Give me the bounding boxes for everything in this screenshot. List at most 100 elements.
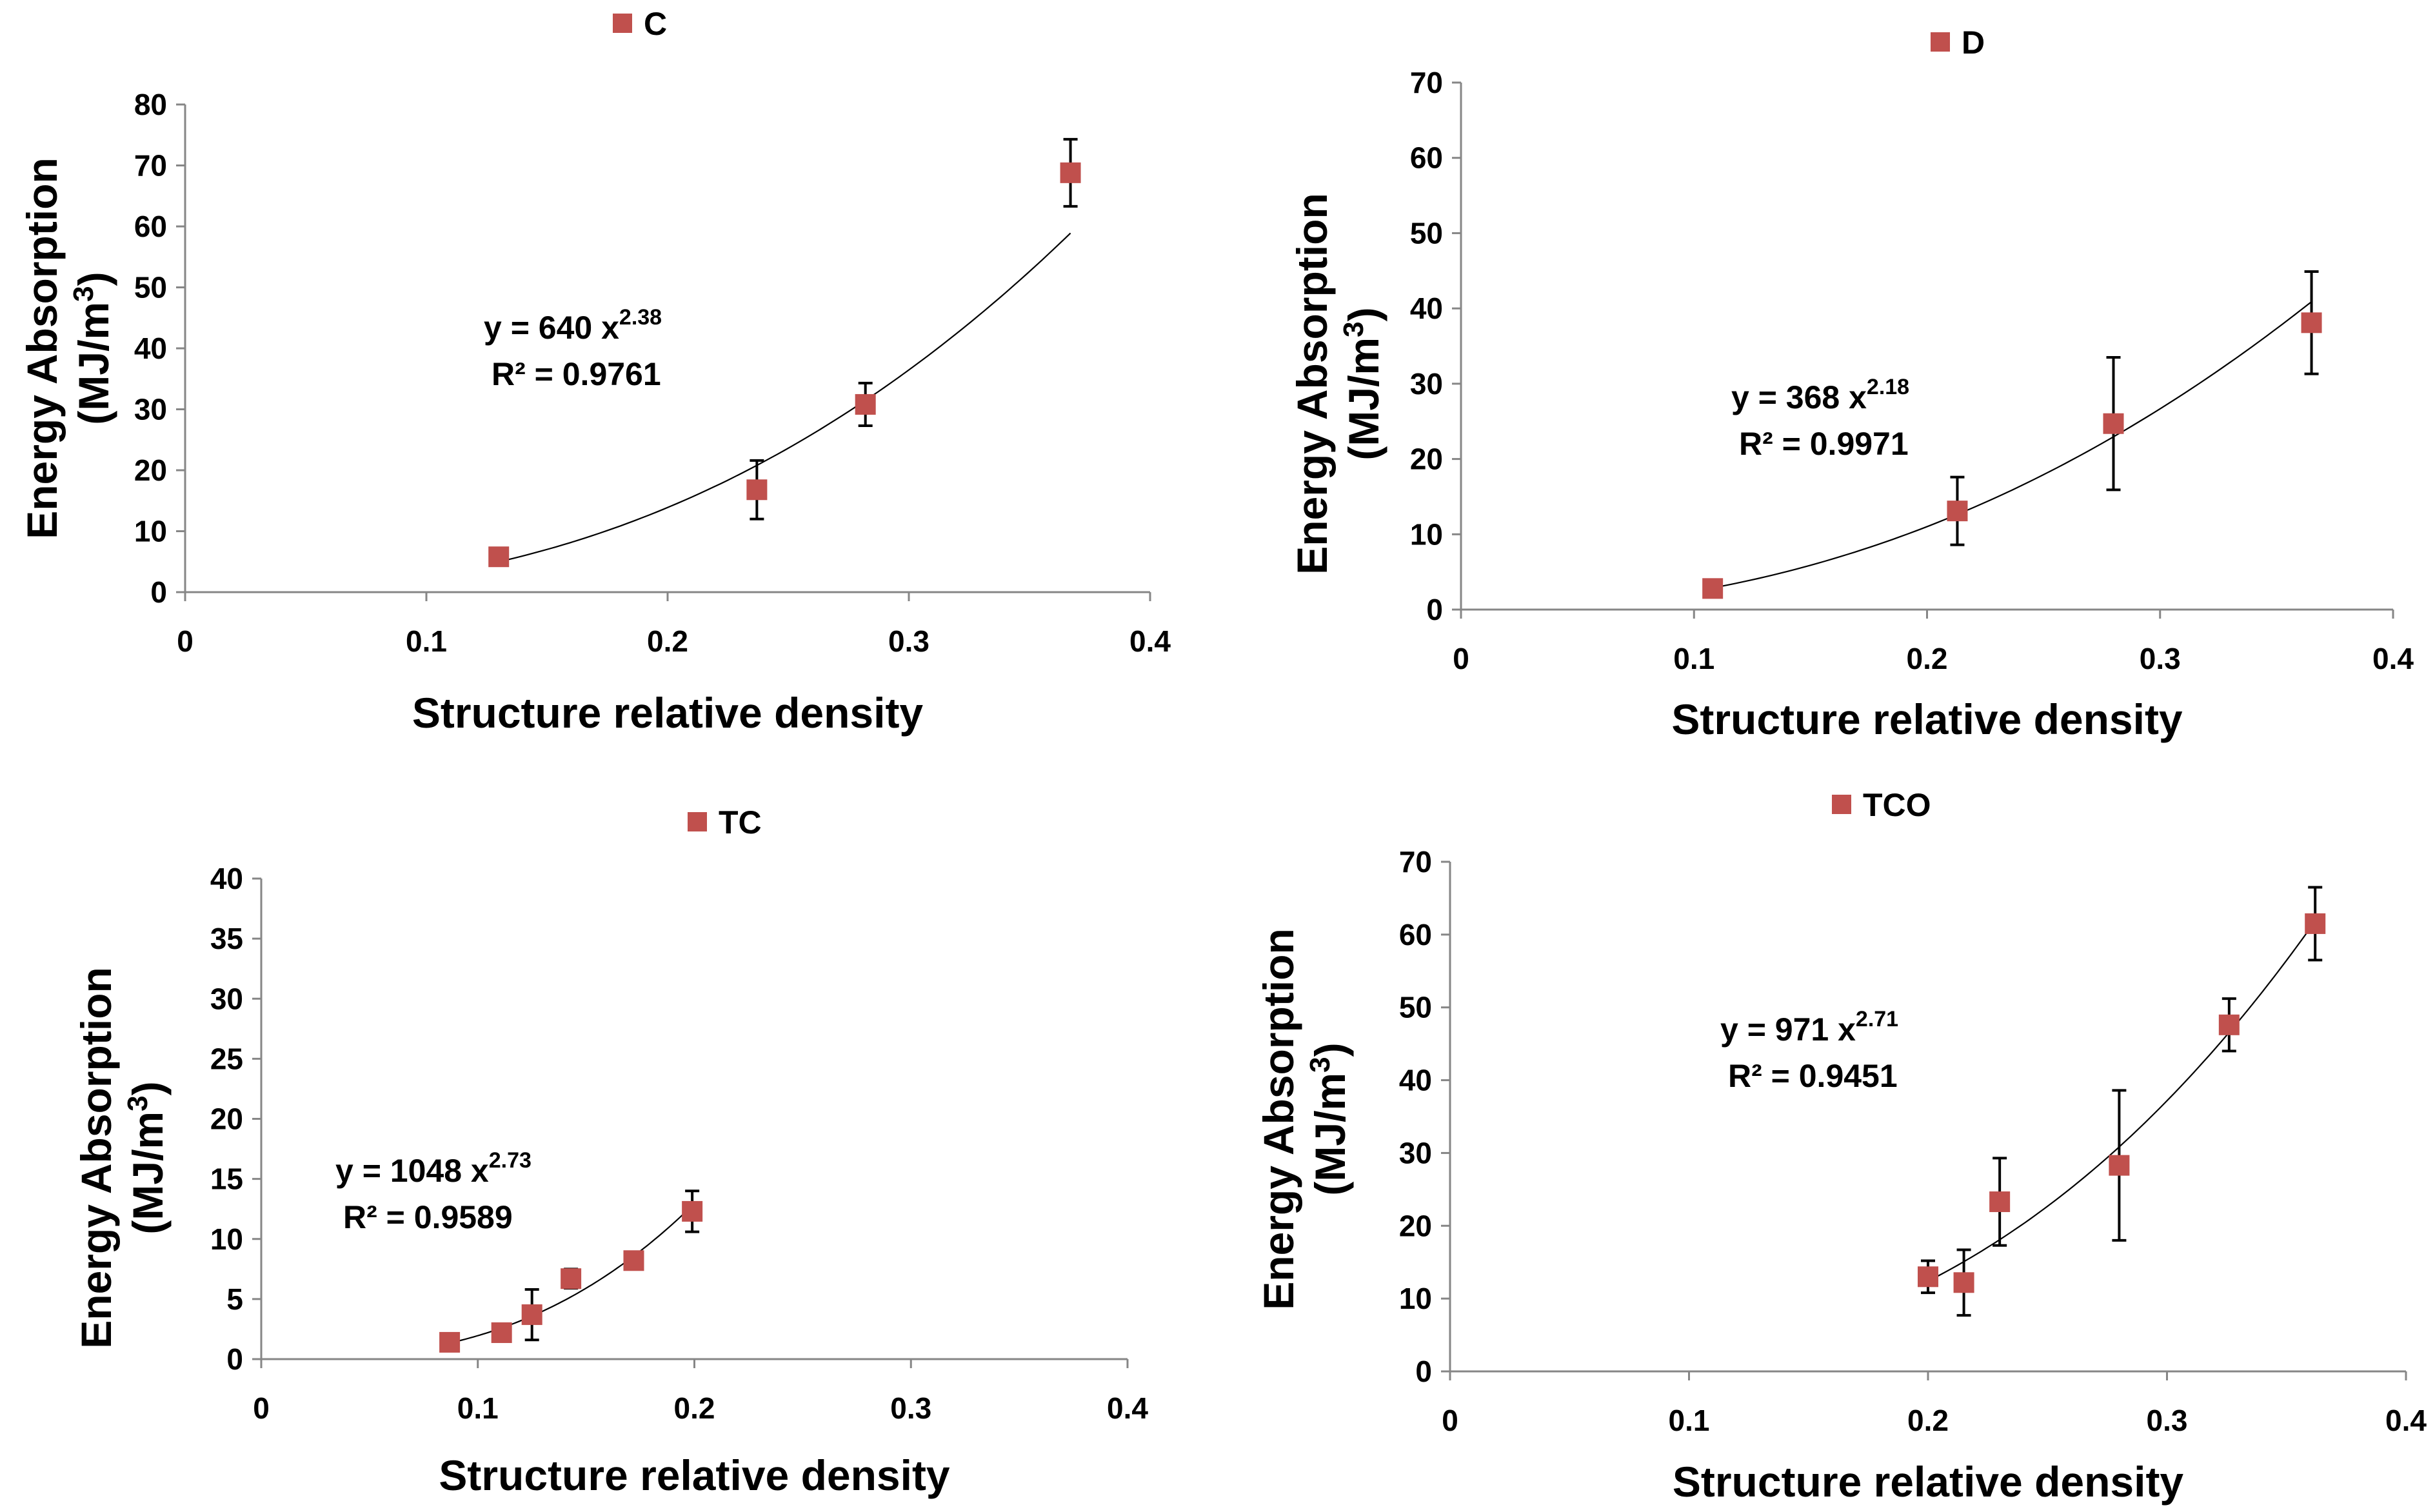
x-tick-label: 0.4 xyxy=(2372,642,2414,675)
x-tick-label: 0.3 xyxy=(2140,642,2181,675)
data-point xyxy=(2109,1155,2130,1176)
chart-panel-d: 0 10 20 30 40 50 60 70 0 0.1 0.2 0.3 0.4 Structure re… xyxy=(1288,25,2414,743)
y-tick-label: 30 xyxy=(1410,367,1443,401)
chart-panel-tc: 0 5 10 15 20 25 30 35 40 0 0.1 0.2 0.3 0.4 Structure r… xyxy=(72,804,1148,1499)
y-tick-label: 50 xyxy=(134,271,167,304)
x-tick-label: 0.2 xyxy=(674,1391,715,1425)
y-tick-label: 60 xyxy=(1399,918,1432,951)
legend-marker xyxy=(688,812,707,831)
x-tick-label: 0 xyxy=(253,1391,270,1425)
legend-label: TCO xyxy=(1863,787,1931,823)
data-point xyxy=(1918,1266,1938,1288)
y-tick-label: 70 xyxy=(1410,66,1443,99)
y-axis-unit: (MJ/m3) xyxy=(68,272,118,424)
x-tick-label: 0 xyxy=(1453,642,1469,675)
x-tick-label: 0.3 xyxy=(890,1391,931,1425)
y-tick-label: 60 xyxy=(1410,141,1443,175)
x-tick-label: 0.4 xyxy=(2385,1404,2427,1437)
x-tick-label: 0 xyxy=(1442,1404,1458,1437)
y-tick-label: 10 xyxy=(1399,1282,1432,1315)
data-point xyxy=(855,393,876,415)
data-point xyxy=(1702,578,1724,599)
x-axis-title: Structure relative density xyxy=(1671,695,2183,743)
data-point xyxy=(746,479,768,501)
y-tick-label: 20 xyxy=(1410,443,1443,476)
fit-equation: y = 368 x2.18 xyxy=(1731,375,1909,415)
data-point xyxy=(521,1304,542,1326)
y-tick-label: 40 xyxy=(1399,1064,1432,1097)
data-point xyxy=(1953,1272,1974,1293)
fit-equation: y = 1048 x2.73 xyxy=(335,1148,532,1189)
x-tick-label: 0.2 xyxy=(1907,1404,1949,1437)
legend-marker xyxy=(1832,795,1851,814)
y-axis-unit: (MJ/m3) xyxy=(1338,307,1388,460)
x-tick-label: 0.4 xyxy=(1129,624,1171,658)
y-tick-label: 5 xyxy=(226,1282,243,1316)
y-tick-label: 30 xyxy=(1399,1136,1432,1169)
y-tick-label: 20 xyxy=(134,453,167,487)
legend-label: D xyxy=(1962,25,1985,61)
data-point xyxy=(1947,501,1968,522)
y-tick-label: 40 xyxy=(1410,292,1443,325)
y-axis-title: Energy Absorption xyxy=(72,967,120,1349)
data-point xyxy=(682,1200,703,1222)
x-tick-label: 0.4 xyxy=(1107,1391,1148,1425)
data-point xyxy=(623,1250,644,1271)
data-point xyxy=(2103,413,2124,434)
x-tick-label: 0.1 xyxy=(406,624,447,658)
x-tick-label: 0.2 xyxy=(1907,642,1948,675)
power-fit-curve xyxy=(449,1205,693,1344)
data-point xyxy=(2305,913,2326,934)
y-tick-label: 50 xyxy=(1399,991,1432,1024)
y-tick-label: 0 xyxy=(1426,593,1443,626)
y-tick-label: 30 xyxy=(134,393,167,426)
y-axis-unit: (MJ/m3) xyxy=(1304,1042,1355,1195)
data-point xyxy=(439,1331,461,1353)
power-fit-curve xyxy=(1712,301,2312,589)
y-tick-label: 70 xyxy=(134,149,167,183)
x-tick-label: 0 xyxy=(177,624,194,658)
x-tick-label: 0.1 xyxy=(1669,1404,1710,1437)
fit-r-squared: R² = 0.9971 xyxy=(1739,426,1909,462)
y-tick-label: 40 xyxy=(134,332,167,365)
data-point xyxy=(491,1322,512,1344)
x-axis-title: Structure relative density xyxy=(1673,1458,2184,1506)
x-tick-label: 0.1 xyxy=(457,1391,499,1425)
fit-r-squared: R² = 0.9589 xyxy=(343,1199,513,1235)
legend-label: TC xyxy=(719,804,762,841)
fit-equation: y = 640 x2.38 xyxy=(484,305,662,346)
fit-r-squared: R² = 0.9451 xyxy=(1728,1058,1898,1094)
x-axis-title: Structure relative density xyxy=(439,1451,950,1499)
y-axis-title: Energy Absorption xyxy=(1288,193,1336,575)
power-fit-curve xyxy=(498,232,1071,562)
data-point xyxy=(488,546,510,568)
y-tick-label: 0 xyxy=(1415,1355,1432,1388)
y-tick-label: 50 xyxy=(1410,216,1443,250)
data-point xyxy=(2301,312,2322,333)
y-tick-label: 40 xyxy=(210,862,243,895)
y-tick-label: 35 xyxy=(210,922,243,955)
x-tick-label: 0.1 xyxy=(1673,642,1714,675)
y-tick-label: 80 xyxy=(134,88,167,121)
legend-marker xyxy=(613,14,632,33)
data-point xyxy=(2218,1014,2240,1035)
y-tick-label: 10 xyxy=(210,1222,243,1256)
fit-r-squared: R² = 0.9761 xyxy=(492,356,661,392)
y-tick-label: 20 xyxy=(210,1102,243,1136)
x-tick-label: 0.3 xyxy=(888,624,929,658)
data-point xyxy=(1989,1191,2011,1213)
y-axis-unit: (MJ/m3) xyxy=(122,1081,172,1234)
y-tick-label: 60 xyxy=(134,210,167,243)
y-tick-label: 30 xyxy=(210,982,243,1015)
y-tick-label: 0 xyxy=(150,575,167,609)
y-tick-label: 10 xyxy=(134,515,167,548)
data-point xyxy=(561,1268,582,1289)
x-tick-label: 0.3 xyxy=(2147,1404,2188,1437)
power-fit-curve xyxy=(1927,920,2316,1282)
y-tick-label: 0 xyxy=(226,1342,243,1376)
legend-marker xyxy=(1931,32,1950,52)
chart-panel-tco: 0 10 20 30 40 50 60 70 0 0.1 0.2 0.3 0.4 Structure re… xyxy=(1255,787,2427,1506)
y-axis-title: Energy Absorption xyxy=(18,157,66,539)
y-axis-title: Energy Absorption xyxy=(1255,928,1302,1310)
